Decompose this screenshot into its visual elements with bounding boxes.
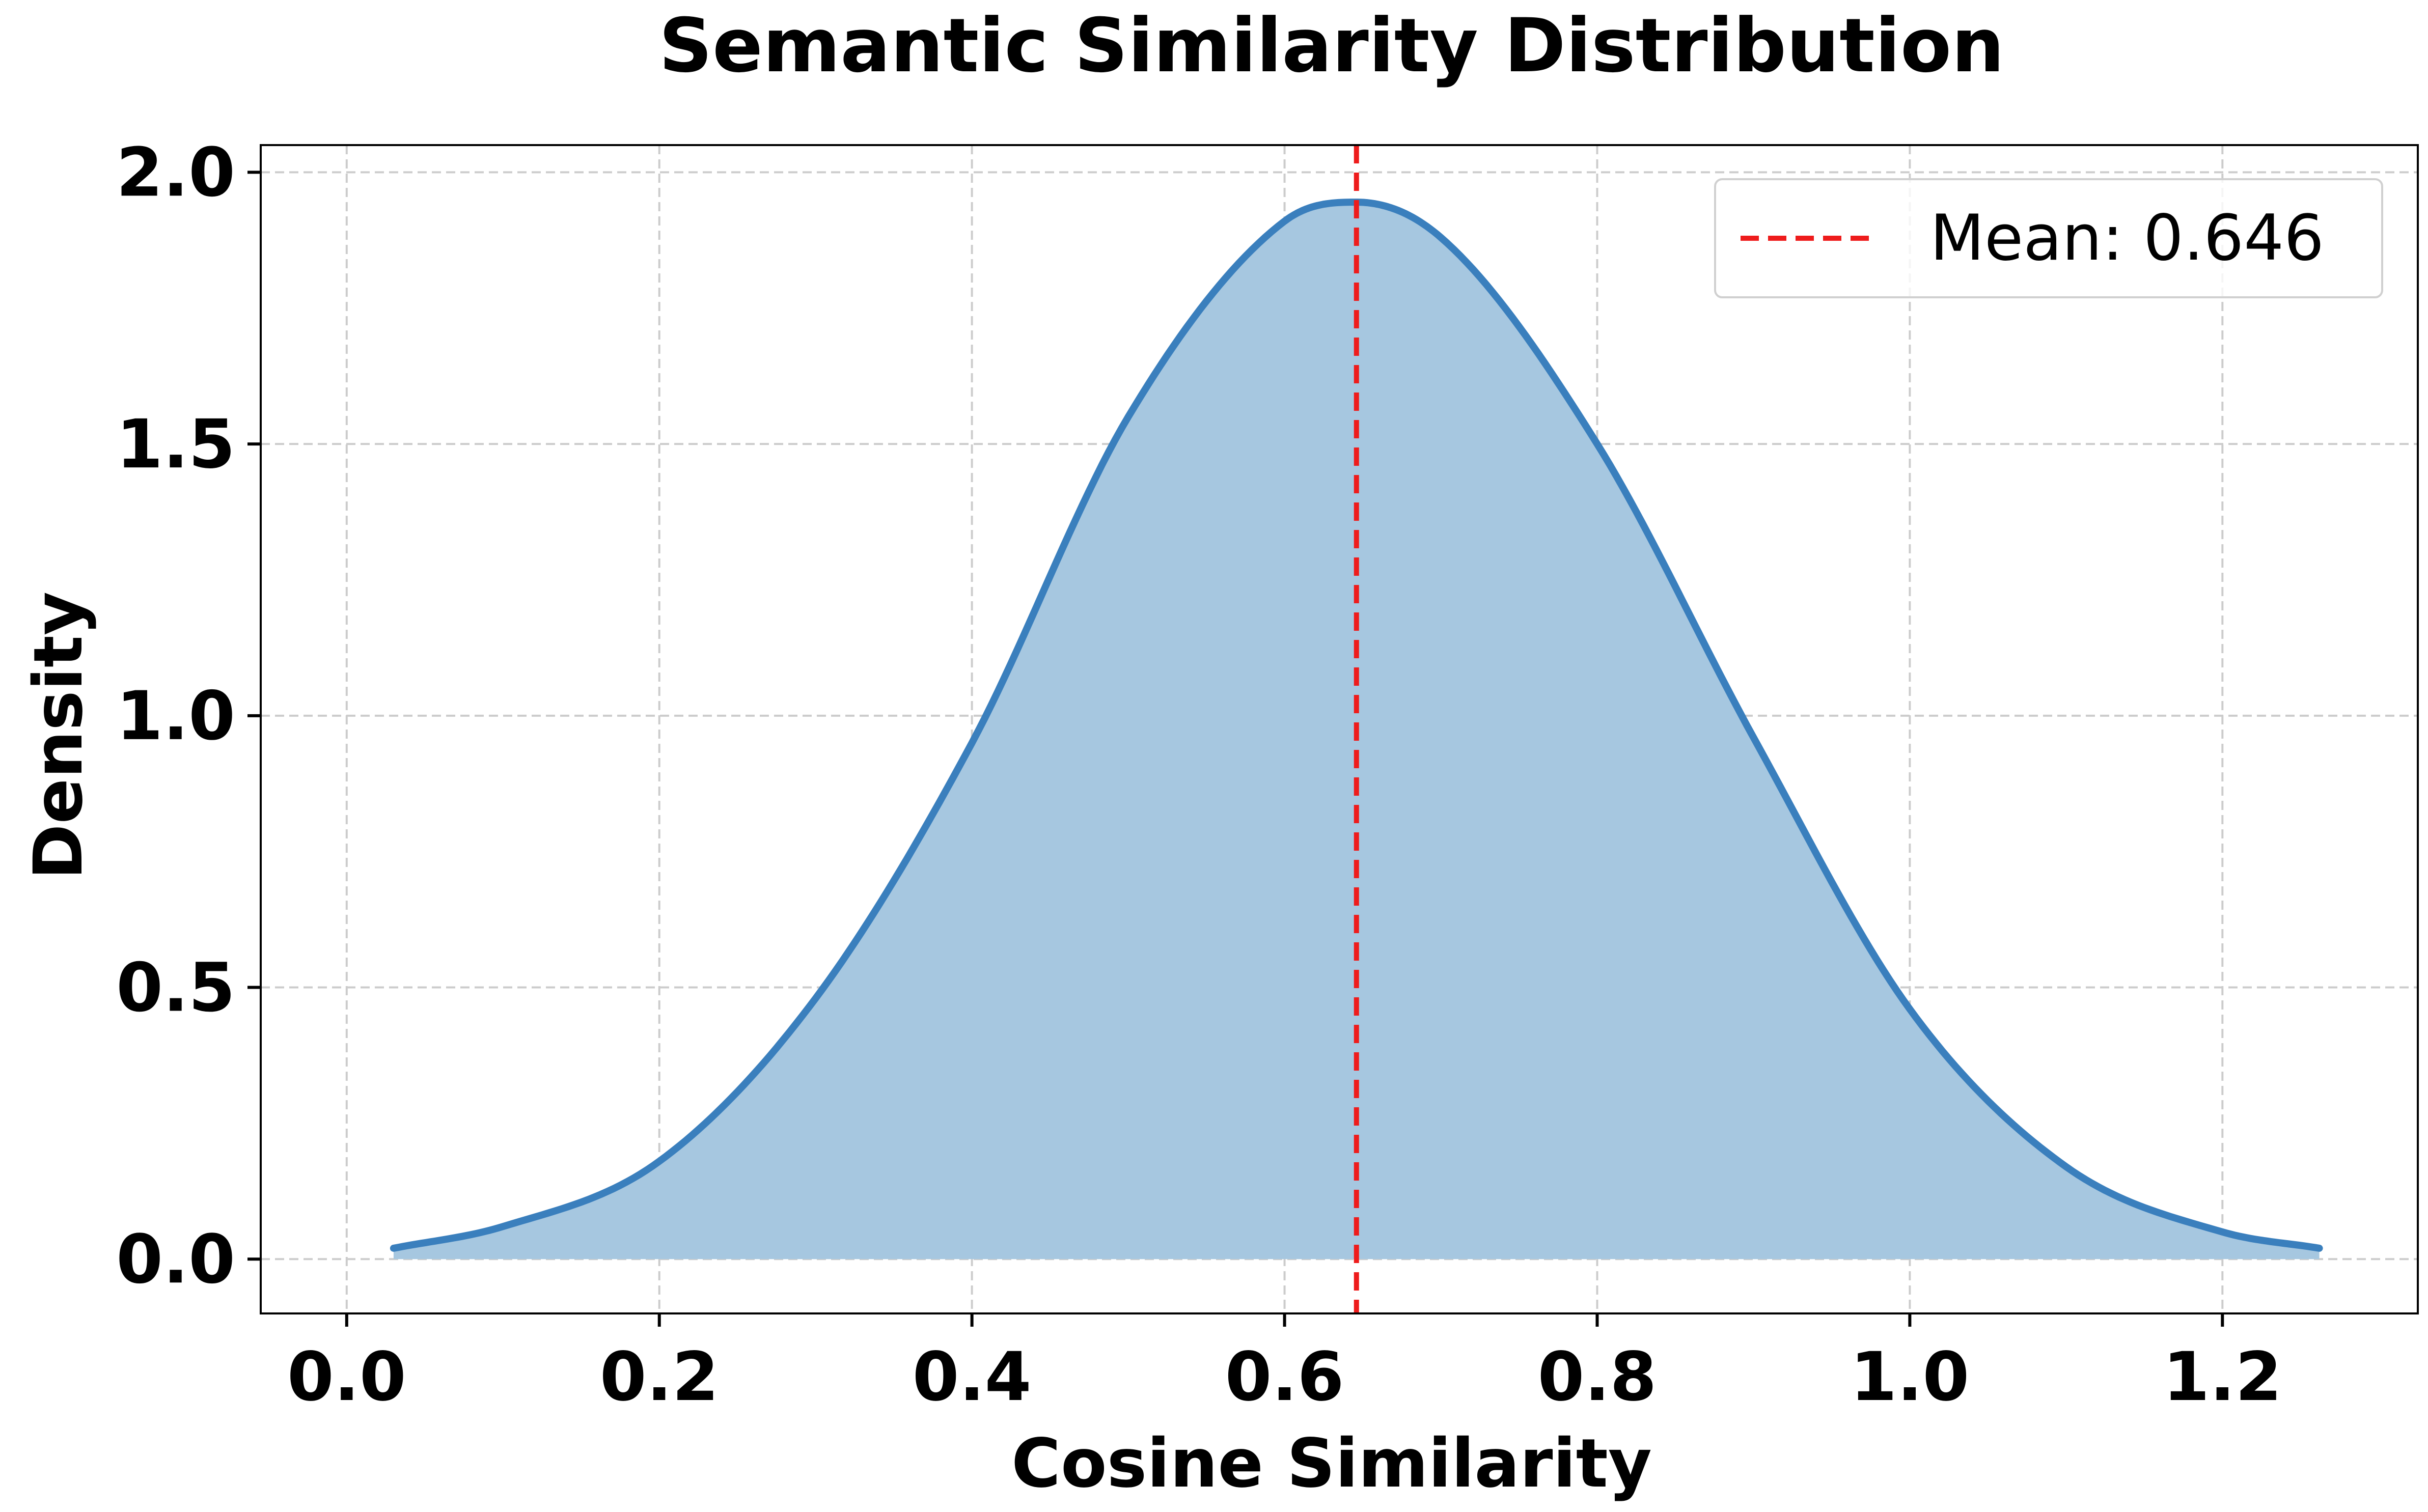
x-tick-label: 0.2 — [600, 1338, 719, 1416]
x-tick-label: 0.4 — [913, 1338, 1032, 1416]
y-axis: 0.0 0.5 1.0 1.5 2.0 — [116, 133, 261, 1299]
legend: Mean: 0.646 — [1714, 178, 2383, 298]
x-tick-label: 0.6 — [1225, 1338, 1344, 1416]
x-axis-label: Cosine Similarity — [1011, 1424, 1652, 1503]
legend-mean-label: Mean: 0.646 — [1930, 202, 2324, 275]
x-tick-label: 1.0 — [1850, 1338, 1969, 1416]
plot-area-frame — [260, 144, 2419, 1314]
x-tick-label: 1.2 — [2163, 1338, 2282, 1416]
y-tick-label: 2.0 — [116, 133, 235, 212]
y-tick-label: 1.0 — [116, 677, 235, 755]
x-tick-label: 0.0 — [287, 1338, 406, 1416]
y-axis-label: Density — [19, 592, 98, 880]
chart-title: Semantic Similarity Distribution — [659, 3, 2004, 89]
y-tick-label: 0.5 — [116, 949, 235, 1027]
y-tick-label: 0.0 — [116, 1220, 235, 1299]
legend-box — [1714, 178, 2383, 298]
y-tick-label: 1.5 — [116, 405, 235, 484]
x-axis: 0.0 0.2 0.4 0.6 0.8 1.0 1.2 — [287, 1313, 2282, 1416]
x-tick-label: 0.8 — [1538, 1338, 1657, 1416]
